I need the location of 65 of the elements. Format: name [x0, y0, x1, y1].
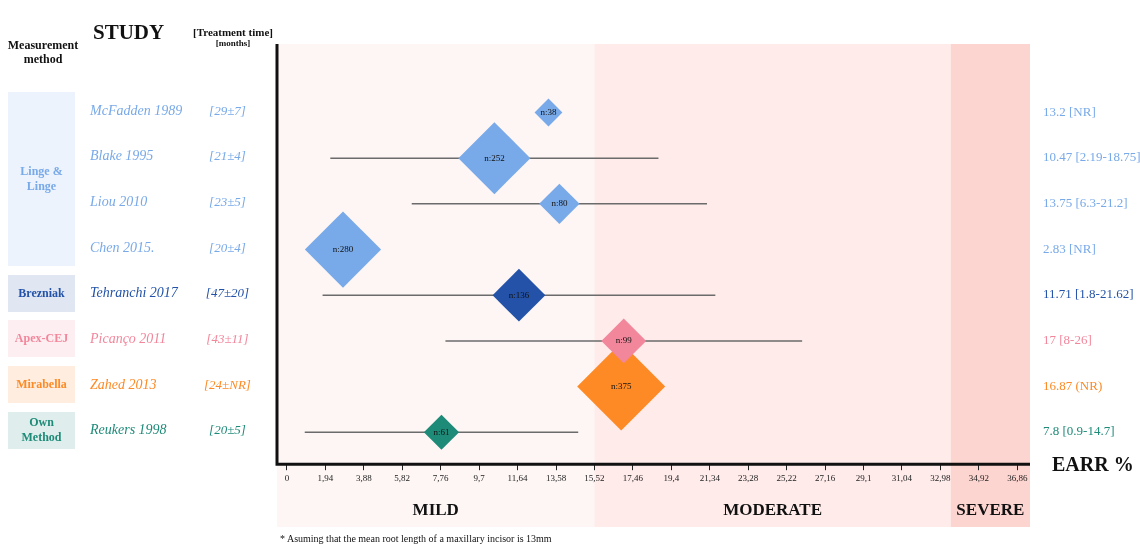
x-tick-label: 3,88 [355, 472, 373, 483]
x-tick-label: 32,98 [930, 472, 952, 483]
x-tick-label: 15,52 [584, 472, 605, 483]
y2-tick-label: 10.47 [2.19-18.75] [1043, 149, 1140, 166]
annotation: n:99 [615, 335, 633, 346]
text: [23±5] [208, 193, 247, 210]
text: Own Method [20, 415, 63, 446]
annotation: n:252 [484, 152, 505, 163]
x-tick-label: 31,04 [891, 472, 913, 483]
text: [21±4] [208, 148, 247, 165]
annotation: n:136 [508, 289, 530, 300]
x-tick-label: 23,28 [738, 472, 759, 483]
text: Brezniak [18, 285, 65, 301]
x-tick-label: 13,58 [545, 472, 567, 483]
text: [47±20] [204, 285, 251, 302]
text: Apex-CEJ [14, 331, 69, 347]
y2-tick-label: 13.75 [6.3-21.2] [1043, 194, 1128, 211]
annotation: n:38 [540, 106, 557, 117]
x-tick-label: 7,76 [432, 472, 450, 483]
x-axis-title: EARR % [1052, 453, 1134, 476]
x-tick-label: 29,1 [855, 472, 872, 483]
text: [29±7] [208, 102, 247, 119]
y-tick-label: Reukers 1998 [90, 422, 167, 439]
text: [20±4] [208, 239, 247, 256]
x-tick-label: 9,7 [473, 472, 486, 483]
band-label: MODERATE [723, 500, 823, 520]
y-axis-title: STUDY [93, 20, 165, 45]
y2-tick-label: 7.8 [0.9-14.7] [1043, 423, 1115, 440]
y-tick-label: McFadden 1989 [90, 102, 183, 119]
x-tick-label: 27,16 [814, 472, 836, 483]
band-label: SEVERE [956, 500, 1025, 520]
y-tick-label: Liou 2010 [90, 193, 148, 210]
x-tick-label: 19,4 [663, 472, 680, 483]
y2-tick-label: 2.83 [NR] [1043, 240, 1096, 257]
annotation: n:80 [551, 198, 568, 209]
y2-tick-label: 13.2 [NR] [1043, 103, 1096, 120]
x-tick-label: 0 [284, 472, 290, 483]
y-tick-label: Tehranchi 2017 [90, 285, 178, 302]
legend-title: Measurement method [6, 38, 80, 66]
text: [43±11] [205, 330, 250, 347]
x-tick-label: 21,34 [699, 472, 721, 483]
annotation: n:280 [332, 243, 354, 254]
y2-tick-label: 16.87 (NR) [1043, 377, 1103, 394]
y-tick-label: Zahed 2013 [90, 376, 157, 393]
x-tick-label: 5,82 [394, 472, 411, 483]
text: Mirabella [16, 377, 67, 393]
y-tick-label: Picanço 2011 [90, 330, 167, 347]
annotation: n:375 [610, 380, 632, 391]
y-tick-label: Blake 1995 [90, 148, 154, 165]
x-tick-label: 36,86 [1007, 472, 1028, 483]
y2-tick-label: 11.71 [1.8-21.62] [1043, 286, 1134, 303]
y-tick-label: Chen 2015. [90, 239, 155, 256]
x-tick-label: 11,64 [507, 472, 529, 483]
x-tick-label: 17,46 [622, 472, 644, 483]
text: Linge & Linge [19, 164, 64, 195]
y2-tick-label: 17 [8-26] [1043, 331, 1092, 348]
annotation: n:61 [433, 426, 450, 437]
band-label: MILD [412, 500, 459, 520]
text: * Asuming that the mean root length of a maxillary incisor is 13mm [280, 533, 552, 544]
x-tick-label: 25,22 [776, 472, 797, 483]
text: [20±5] [208, 422, 247, 439]
text: [24±NR] [203, 376, 252, 393]
x-tick-label: 1,94 [317, 472, 334, 483]
x-tick-label: 34,92 [968, 472, 989, 483]
y2-axis-title: [Treatment time] [months] [192, 26, 274, 48]
